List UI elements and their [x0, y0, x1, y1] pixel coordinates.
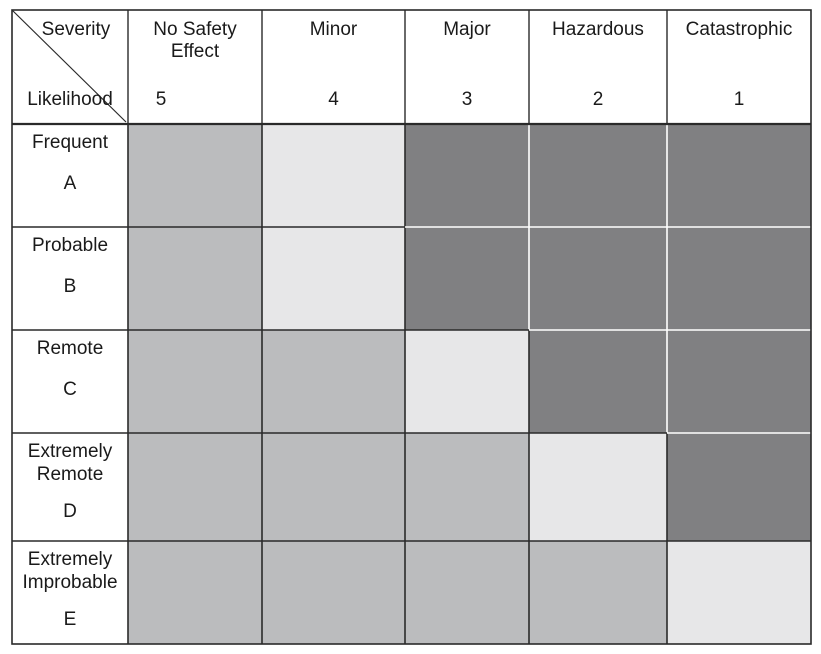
risk-cell-E1: [667, 541, 811, 644]
likelihood-name: Frequent: [32, 132, 109, 153]
risk-cell-C3: [405, 330, 529, 433]
risk-cell-D1: [667, 433, 811, 541]
risk-cell-D3: [405, 433, 529, 541]
severity-name: Catastrophic: [686, 19, 793, 40]
risk-cell-A1: [667, 124, 811, 227]
severity-name: Minor: [310, 19, 358, 40]
risk-cell-B2: [529, 227, 667, 330]
severity-rank: 1: [734, 89, 745, 110]
risk-cell-E3: [405, 541, 529, 644]
likelihood-letter: C: [63, 379, 77, 400]
risk-cell-B4: [262, 227, 405, 330]
severity-rank: 4: [328, 89, 339, 110]
risk-cell-E2: [529, 541, 667, 644]
severity-name: No Safety: [153, 19, 237, 40]
risk-cell-C5: [128, 330, 262, 433]
grid-lines: [11, 9, 812, 645]
likelihood-name: Probable: [32, 235, 108, 256]
risk-cell-A5: [128, 124, 262, 227]
severity-name: Major: [443, 19, 491, 40]
severity-corner-label: Severity: [42, 19, 111, 40]
cells-layer: [128, 124, 811, 644]
risk-cell-B5: [128, 227, 262, 330]
severity-rank: 2: [593, 89, 604, 110]
risk-cell-D4: [262, 433, 405, 541]
likelihood-name: Extremely: [28, 441, 113, 462]
likelihood-name: Remote: [37, 464, 104, 485]
likelihood-name: Improbable: [22, 572, 117, 593]
severity-rank: 3: [462, 89, 473, 110]
likelihood-letter: A: [64, 173, 77, 194]
risk-cell-E4: [262, 541, 405, 644]
likelihood-letter: D: [63, 501, 77, 522]
risk-cell-A2: [529, 124, 667, 227]
risk-cell-C2: [529, 330, 667, 433]
risk-cell-C4: [262, 330, 405, 433]
risk-cell-A3: [405, 124, 529, 227]
severity-name: Effect: [171, 41, 220, 62]
likelihood-letter: B: [64, 276, 77, 297]
risk-cell-D5: [128, 433, 262, 541]
risk-cell-C1: [667, 330, 811, 433]
risk-cell-D2: [529, 433, 667, 541]
risk-cell-E5: [128, 541, 262, 644]
corner-diagonal: [11, 9, 127, 123]
likelihood-name: Extremely: [28, 549, 113, 570]
risk-cell-A4: [262, 124, 405, 227]
severity-name: Hazardous: [552, 19, 644, 40]
likelihood-letter: E: [64, 609, 77, 630]
likelihood-corner-label: Likelihood: [27, 89, 113, 110]
risk-cell-B3: [405, 227, 529, 330]
risk-cell-B1: [667, 227, 811, 330]
severity-rank: 5: [156, 89, 167, 110]
outer-border: [11, 9, 812, 645]
likelihood-name: Remote: [37, 338, 104, 359]
